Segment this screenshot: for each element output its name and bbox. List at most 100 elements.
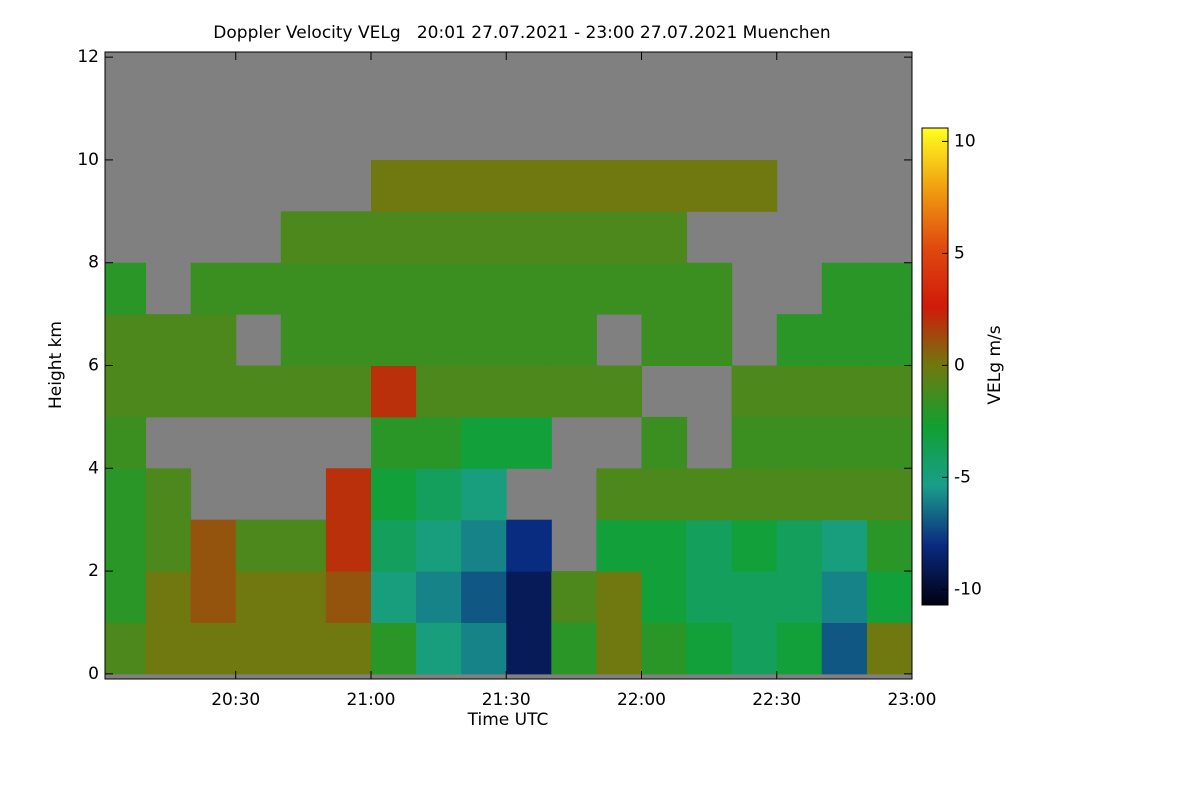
- heatmap-cell: [145, 622, 192, 675]
- heatmap-cell: [506, 262, 552, 315]
- heatmap-cell: [325, 468, 372, 521]
- heatmap-cell: [370, 365, 417, 418]
- heatmap-cell: [776, 416, 823, 469]
- x-tick-label: 22:00: [617, 690, 666, 710]
- heatmap-cell: [145, 365, 192, 418]
- heatmap-cell: [325, 314, 372, 366]
- heatmap-cell: [596, 571, 642, 623]
- heatmap-cell: [866, 262, 912, 315]
- heatmap-cell: [280, 314, 327, 366]
- x-tick-label: 23:00: [888, 690, 937, 710]
- heatmap-cell: [641, 519, 688, 572]
- heatmap-cell: [370, 314, 417, 366]
- heatmap-cell: [145, 314, 192, 366]
- heatmap-cell: [235, 571, 282, 623]
- heatmap-cell: [325, 262, 372, 315]
- heatmap-cell: [686, 468, 733, 521]
- heatmap-cell: [506, 314, 552, 366]
- heatmap-cell: [731, 159, 778, 212]
- x-tick-label: 21:30: [482, 690, 531, 710]
- colorbar-tick-label: 10: [954, 131, 976, 151]
- y-tick-label: 6: [88, 356, 99, 376]
- heatmap-cell: [280, 571, 327, 623]
- heatmap-cell: [461, 468, 507, 521]
- heatmap-cell: [821, 314, 868, 366]
- heatmap-cell: [551, 365, 597, 418]
- heatmap-cell: [370, 622, 417, 675]
- heatmap-cell: [416, 159, 462, 212]
- heatmap-cell: [370, 519, 417, 572]
- heatmap-cell: [506, 416, 552, 469]
- heatmap-cell: [105, 622, 147, 675]
- heatmap-cell: [461, 571, 507, 623]
- heatmap-cell: [235, 365, 282, 418]
- heatmap-cell: [416, 519, 462, 572]
- heatmap-cell: [776, 314, 823, 366]
- x-tick-label: 21:00: [346, 690, 395, 710]
- heatmap-cell: [551, 571, 597, 623]
- heatmap-cell: [641, 622, 688, 675]
- heatmap-cell: [416, 571, 462, 623]
- heatmap-cell: [190, 314, 237, 366]
- heatmap-cell: [105, 519, 147, 572]
- heatmap-cell: [866, 468, 912, 521]
- heatmap-cell: [731, 416, 778, 469]
- heatmap-cell: [551, 262, 597, 315]
- heatmap-cell: [461, 519, 507, 572]
- heatmap-cell: [370, 468, 417, 521]
- colorbar-tick-label: 0: [954, 355, 965, 375]
- heatmap-cell: [821, 571, 868, 623]
- heatmap-cell: [461, 211, 507, 264]
- heatmap-cell: [641, 571, 688, 623]
- heatmap-cell: [731, 571, 778, 623]
- heatmap-cell: [370, 211, 417, 264]
- heatmap-cell: [416, 365, 462, 418]
- x-tick-label: 22:30: [752, 690, 801, 710]
- heatmap-cell: [105, 468, 147, 521]
- heatmap-cell: [641, 211, 688, 264]
- heatmap-cell: [145, 519, 192, 572]
- y-tick-label: 8: [88, 253, 99, 273]
- colorbar: [921, 127, 949, 606]
- heatmap-cell: [461, 314, 507, 366]
- heatmap-cell: [596, 468, 642, 521]
- y-tick-label: 12: [77, 47, 99, 67]
- heatmap-cell: [641, 468, 688, 521]
- heatmap-cell: [821, 365, 868, 418]
- heatmap-cell: [821, 416, 868, 469]
- heatmap-cell: [235, 622, 282, 675]
- heatmap-cell: [416, 468, 462, 521]
- heatmap-cell: [551, 622, 597, 675]
- heatmap-cell: [325, 519, 372, 572]
- heatmap-cell: [596, 159, 642, 212]
- heatmap-cell: [235, 519, 282, 572]
- heatmap-cell: [551, 159, 597, 212]
- heatmap-cell: [551, 314, 597, 366]
- heatmap-cell: [641, 262, 688, 315]
- heatmap: [105, 159, 912, 675]
- heatmap-cell: [280, 519, 327, 572]
- heatmap-cell: [190, 262, 237, 315]
- heatmap-cell: [105, 262, 147, 315]
- heatmap-cell: [461, 159, 507, 212]
- heatmap-cell: [686, 519, 733, 572]
- heatmap-cell: [280, 622, 327, 675]
- y-axis-label: Height km: [46, 321, 66, 409]
- heatmap-cell: [370, 262, 417, 315]
- heatmap-cell: [325, 571, 372, 623]
- heatmap-cell: [506, 159, 552, 212]
- heatmap-cell: [866, 622, 912, 675]
- heatmap-cell: [686, 314, 733, 366]
- heatmap-cell: [776, 622, 823, 675]
- y-tick-label: 10: [77, 150, 99, 170]
- heatmap-cell: [105, 571, 147, 623]
- heatmap-cell: [506, 365, 552, 418]
- heatmap-cell: [596, 519, 642, 572]
- heatmap-cell: [641, 416, 688, 469]
- heatmap-cell: [776, 468, 823, 521]
- heatmap-cell: [506, 519, 552, 572]
- heatmap-cell: [105, 365, 147, 418]
- heatmap-cell: [596, 211, 642, 264]
- heatmap-cell: [190, 519, 237, 572]
- heatmap-cell: [596, 365, 642, 418]
